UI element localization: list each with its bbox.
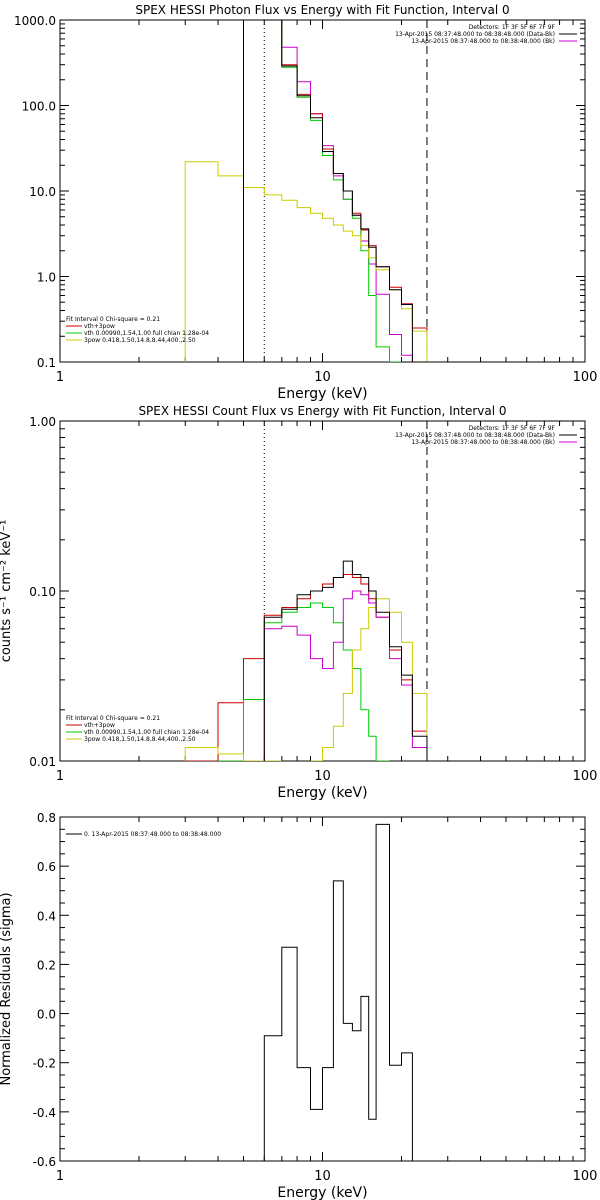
header-line: Detectors: 1F 3F 5F 6F 7F 9F [469, 24, 556, 31]
y-axis-label: Normalized Residuals (sigma) [0, 892, 14, 1085]
legend: Fit Interval 0 Chi-square = 0.21vth+3pow… [66, 715, 209, 743]
chart-panel-2: 1 10 100 0.01 0.10 1.00 SPEX HESSI Count Flux … [0, 404, 597, 801]
series-line-1 [243, 20, 427, 362]
y-tick-label: 0.10 [29, 585, 56, 599]
series-line-1 [185, 574, 428, 761]
series-group [184, 560, 428, 761]
series-group [263, 823, 413, 1161]
y-tick-label: -0.2 [33, 1057, 56, 1071]
legend: 0. 13-Apr-2015 08:37:48.000 to 08:38:48.… [66, 831, 221, 838]
x-tick-label: 1 [56, 1169, 64, 1184]
legend-entry: vth 0.00990,1.54,1.00 full chian 1.28e-0… [84, 729, 209, 736]
series-group [184, 20, 428, 362]
legend-entry: vth+3pow [84, 323, 115, 330]
y-axis-ticks [60, 816, 585, 1162]
y-axis-ticks [60, 428, 585, 762]
y-tick-label: 1.0 [37, 271, 56, 285]
legend-entry: 0. 13-Apr-2015 08:37:48.000 to 08:38:48.… [84, 831, 221, 838]
plot-frame [59, 19, 586, 363]
series-line-2 [218, 602, 390, 761]
chart-title: SPEX HESSI Count Flux vs Energy with Fit… [138, 404, 506, 418]
header-line: 13-Apr-2015 08:37:48.000 to 08:38:48.000… [411, 439, 555, 446]
series-line-4 [184, 161, 428, 362]
series-line-3 [184, 598, 428, 761]
header-line: 13-Apr-2015 08:37:48.000 to 08:38:48.000… [411, 38, 555, 45]
x-tick-label: 10 [314, 1169, 331, 1184]
x-axis-ticks [59, 817, 586, 1161]
series-line-3 [243, 20, 402, 362]
x-tick-label: 1 [56, 370, 64, 385]
legend-entry: 3pow 0.418,1.50,14.8,8.44,400.,2.50 [84, 337, 196, 344]
y-tick-label: 0.4 [37, 909, 56, 923]
y-tick-label: 100.0 [22, 100, 56, 114]
y-tick-label: 1.00 [29, 415, 56, 429]
y-tick-label: 0.2 [37, 958, 56, 972]
header-line: 13-Apr-2015 08:37:48.000 to 08:38:48.000… [395, 31, 555, 38]
y-tick-label: 0.6 [37, 860, 56, 874]
x-tick-label: 10 [314, 370, 331, 385]
x-tick-label: 10 [314, 769, 331, 784]
y-tick-label: 0.1 [37, 356, 56, 370]
legend-entry: vth 0.00990,1.54,1.00 full chian 1.28e-0… [84, 330, 209, 337]
chart-panel-1: 1 10 100 0.1 1.0 10.0 100.0 1000.0 SPEX HESSI Ph… [14, 3, 597, 402]
y-tick-label: 0.8 [37, 811, 56, 825]
series-line-4 [263, 590, 428, 761]
series-line-2 [243, 20, 428, 362]
y-tick-label: 0.01 [29, 755, 56, 769]
x-axis-label: Energy (keV) [277, 1185, 367, 1200]
legend: Fit Interval 0 Chi-square = 0.21vth+3pow… [66, 316, 209, 344]
y-axis-label: counts s⁻¹ cm⁻² keV⁻¹ [0, 520, 14, 663]
series-line-5 [263, 560, 428, 761]
chart-title: SPEX HESSI Photon Flux vs Energy with Fi… [135, 3, 509, 17]
header-line: Detectors: 1F 3F 5F 6F 7F 9F [469, 425, 556, 432]
x-axis-label: Energy (keV) [277, 386, 367, 402]
series-line-5 [243, 20, 427, 362]
chart-panel-3: 1 10 100 -0.6 -0.4 -0.2 0.0 0.2 0.4 0.6 0.8 Energy … [0, 811, 597, 1200]
y-tick-label: -0.6 [33, 1155, 56, 1169]
y-tick-label: -0.4 [33, 1106, 56, 1120]
y-tick-label: 1000.0 [14, 14, 56, 28]
y-tick-label: 0.0 [37, 1008, 56, 1022]
header-line: 13-Apr-2015 08:37:48.000 to 08:38:48.000… [395, 432, 555, 439]
x-tick-label: 100 [573, 370, 598, 385]
legend-entry: Fit Interval 0 Chi-square = 0.21 [66, 715, 160, 722]
legend-entry: Fit Interval 0 Chi-square = 0.21 [66, 316, 160, 323]
x-tick-label: 1 [56, 769, 64, 784]
x-tick-label: 100 [573, 1169, 598, 1184]
y-axis-ticks [60, 23, 585, 363]
y-tick-label: 10.0 [29, 185, 56, 199]
x-axis-label: Energy (keV) [277, 785, 367, 801]
legend-entry: 3pow 0.418,1.50,14.8,8.44,400.,2.50 [84, 736, 196, 743]
x-tick-label: 100 [573, 769, 598, 784]
legend-entry: vth+3pow [84, 722, 115, 729]
x-axis-ticks [59, 20, 586, 362]
series-line-1 [263, 823, 413, 1161]
